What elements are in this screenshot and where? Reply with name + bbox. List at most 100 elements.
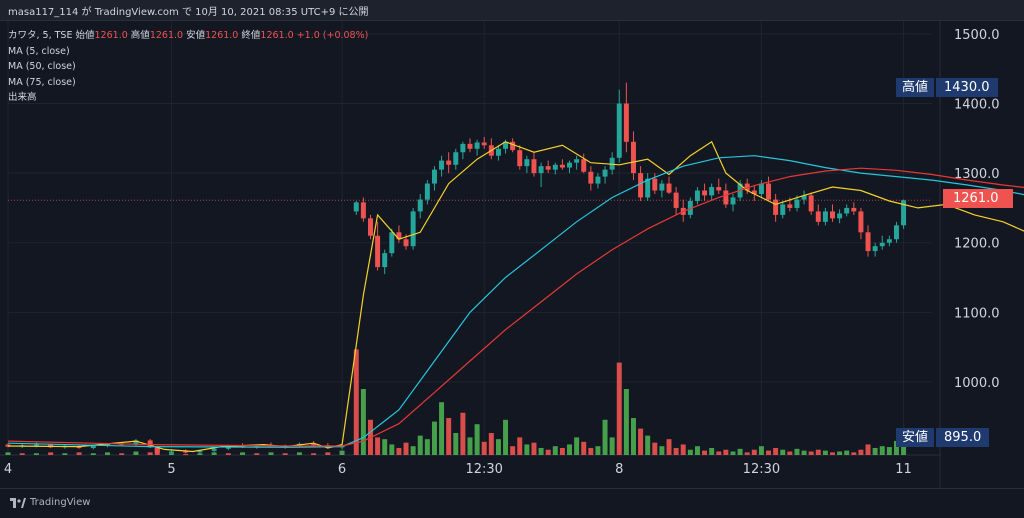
candle-body bbox=[694, 190, 700, 201]
y-tick-label: 1300.0 bbox=[954, 167, 1000, 182]
legend-volume[interactable]: 出来高 bbox=[8, 92, 37, 103]
candle-body bbox=[673, 192, 679, 208]
high-tag: 高値 bbox=[896, 78, 935, 97]
legend-symbol: カワタ, 5, TSE bbox=[8, 30, 73, 41]
volume-bar bbox=[730, 451, 736, 455]
volume-bar bbox=[609, 437, 615, 455]
candle-body bbox=[588, 171, 594, 184]
legend-open-label: 始値 bbox=[75, 30, 95, 41]
volume-bar bbox=[62, 453, 68, 455]
volume-bar bbox=[794, 448, 800, 455]
candle-body bbox=[623, 103, 629, 142]
candle-body bbox=[197, 450, 203, 453]
candle-body bbox=[872, 246, 878, 252]
candle-body bbox=[801, 195, 807, 200]
volume-bar bbox=[510, 446, 516, 455]
volume-bar bbox=[76, 452, 82, 455]
candle-body bbox=[453, 152, 459, 165]
candle-body bbox=[460, 143, 466, 153]
candle-body bbox=[410, 211, 416, 247]
legend-ohlc-row[interactable]: カワタ, 5, TSE 始値1261.0 高値1261.0 安値1261.0 終… bbox=[8, 28, 368, 44]
tradingview-logo-icon bbox=[10, 497, 26, 508]
volume-bar bbox=[652, 442, 658, 455]
candle-body bbox=[446, 160, 452, 165]
candle-body bbox=[744, 183, 750, 191]
volume-bar bbox=[296, 452, 302, 455]
candle-body bbox=[865, 232, 871, 252]
candle-body bbox=[837, 213, 843, 219]
candle-body bbox=[666, 183, 672, 193]
volume-bar bbox=[638, 428, 644, 455]
volume-bar bbox=[623, 389, 629, 455]
low-tag: 安値 bbox=[896, 428, 935, 447]
legend-ma75[interactable]: MA (75, close) bbox=[8, 76, 76, 88]
legend-high-label: 高値 bbox=[130, 30, 150, 41]
volume-bar bbox=[325, 452, 331, 455]
candle-body bbox=[659, 183, 665, 191]
volume-bar bbox=[19, 453, 25, 455]
volume-bar bbox=[382, 439, 388, 455]
volume-bar bbox=[630, 418, 636, 455]
candle-body bbox=[630, 141, 636, 174]
volume-bar bbox=[709, 447, 715, 455]
candle-body bbox=[773, 199, 779, 215]
candle-body bbox=[822, 211, 828, 222]
volume-bar bbox=[453, 433, 459, 455]
volume-bar bbox=[687, 449, 693, 455]
volume-bar bbox=[225, 453, 231, 455]
volume-bar bbox=[133, 451, 139, 455]
chart-legend: カワタ, 5, TSE 始値1261.0 高値1261.0 安値1261.0 終… bbox=[8, 28, 368, 106]
candle-body bbox=[495, 148, 501, 156]
volume-bar bbox=[517, 437, 523, 455]
candle-body bbox=[417, 199, 423, 212]
candle-body bbox=[794, 199, 800, 208]
legend-ma5[interactable]: MA (5, close) bbox=[8, 45, 70, 57]
candle-body bbox=[702, 190, 708, 196]
brand-name: TradingView bbox=[30, 497, 91, 508]
volume-bar bbox=[567, 444, 572, 455]
candle-body bbox=[787, 204, 793, 208]
x-tick-label: 4 bbox=[4, 462, 12, 477]
candle-body bbox=[780, 204, 786, 215]
volume-bar bbox=[268, 452, 274, 455]
current-price-label: 1261.0 bbox=[943, 189, 1013, 208]
low-price-label: 安値 895.0 bbox=[896, 428, 990, 447]
share-header: masa117_114 が TradingView.com で 10月 10, … bbox=[0, 0, 1024, 21]
candle-body bbox=[559, 164, 565, 168]
volume-bar bbox=[872, 447, 878, 455]
candle-body bbox=[531, 159, 537, 174]
legend-ma50[interactable]: MA (50, close) bbox=[8, 61, 76, 72]
volume-bar bbox=[787, 451, 793, 455]
candle-body bbox=[254, 445, 260, 448]
candle-body bbox=[545, 166, 551, 170]
volume-bar bbox=[851, 452, 857, 455]
candle-body bbox=[183, 451, 189, 453]
candle-body bbox=[90, 445, 96, 449]
candle-body bbox=[751, 190, 757, 194]
volume-bar bbox=[424, 439, 430, 455]
volume-bar bbox=[780, 449, 786, 455]
tradingview-brand[interactable]: TradingView bbox=[10, 497, 90, 508]
volume-bar bbox=[240, 452, 246, 455]
volume-bar bbox=[666, 439, 672, 455]
volume-bar bbox=[531, 442, 537, 455]
volume-bar bbox=[680, 444, 686, 455]
volume-bar bbox=[616, 362, 622, 455]
legend-close-label: 終値 bbox=[241, 30, 261, 41]
volume-bar bbox=[431, 421, 437, 455]
candle-body bbox=[382, 253, 388, 268]
candle-body bbox=[474, 142, 480, 149]
volume-bar bbox=[460, 412, 466, 455]
candle-body bbox=[168, 451, 174, 453]
volume-bar bbox=[858, 449, 864, 455]
candle-body bbox=[424, 183, 430, 200]
candle-body bbox=[758, 183, 764, 194]
volume-bar bbox=[879, 446, 885, 455]
x-tick-label: 12:30 bbox=[743, 462, 780, 477]
candle-body bbox=[652, 178, 658, 191]
volume-bar bbox=[417, 435, 423, 455]
candle-body bbox=[766, 183, 772, 200]
high-value: 1430.0 bbox=[936, 78, 998, 97]
